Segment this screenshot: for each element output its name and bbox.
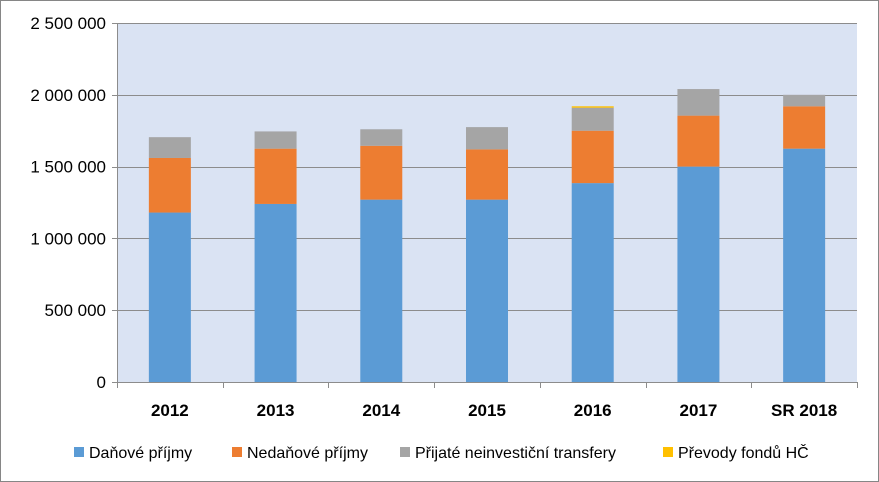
legend-swatch xyxy=(400,447,410,457)
bar-segment xyxy=(254,148,297,204)
bar-segment xyxy=(466,127,508,150)
bar-segment xyxy=(466,199,508,382)
bar-segment xyxy=(677,89,720,116)
y-tick-label: 0 xyxy=(97,373,106,392)
bar-segment xyxy=(571,107,614,131)
x-tick-label: SR 2018 xyxy=(771,401,837,420)
legend-label: Nedaňové příjmy xyxy=(247,445,368,462)
bar-segment xyxy=(571,106,614,108)
bar-segment xyxy=(783,106,826,149)
bar-segment xyxy=(360,145,403,200)
bar-segment xyxy=(677,166,720,382)
x-tick-label: 2014 xyxy=(362,401,400,420)
bar-segment xyxy=(360,199,403,382)
legend-item: Nedaňové příjmy xyxy=(232,445,368,462)
x-tick-label: 2015 xyxy=(468,401,506,420)
bar-segment xyxy=(571,130,614,184)
legend-item: Daňové příjmy xyxy=(74,445,192,462)
legend-label: Převody fondů HČ xyxy=(678,443,809,462)
bar-segment xyxy=(360,129,403,146)
x-tick-label: 2016 xyxy=(574,401,612,420)
bar-segment xyxy=(254,131,297,149)
bar-segment xyxy=(148,137,191,158)
legend-item: Přijaté neinvestiční transfery xyxy=(400,445,616,462)
bar-segment xyxy=(783,148,826,382)
y-tick-label: 2 000 000 xyxy=(30,86,106,105)
x-tick-label: 2013 xyxy=(257,401,295,420)
x-tick-label: 2012 xyxy=(151,401,189,420)
bar-segment xyxy=(571,183,614,382)
bar-segment xyxy=(148,212,191,382)
bar-segment xyxy=(466,149,508,200)
y-tick-label: 2 500 000 xyxy=(30,14,106,33)
legend-swatch xyxy=(663,447,673,457)
bar-segment xyxy=(148,157,191,213)
y-tick-label: 1 000 000 xyxy=(30,229,106,248)
y-tick-label: 1 500 000 xyxy=(30,158,106,177)
bar-segment xyxy=(783,94,826,107)
legend-label: Přijaté neinvestiční transfery xyxy=(415,445,616,462)
bar-segment xyxy=(677,115,720,167)
y-tick-label: 500 000 xyxy=(45,301,106,320)
x-tick-label: 2017 xyxy=(680,401,718,420)
legend-swatch xyxy=(232,447,242,457)
bar-segment xyxy=(254,203,297,382)
legend-swatch xyxy=(74,447,84,457)
legend-item: Převody fondů HČ xyxy=(663,443,809,462)
legend-label: Daňové příjmy xyxy=(89,445,192,462)
